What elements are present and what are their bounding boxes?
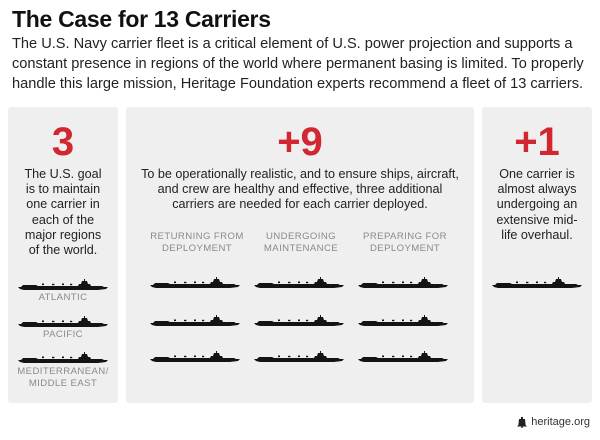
panel-description: To be operationally realistic, and to en… xyxy=(141,167,459,212)
intro-text: The U.S. Navy carrier fleet is a critica… xyxy=(12,36,584,92)
carrier-icon xyxy=(150,277,240,291)
panel-number: +1 xyxy=(514,120,560,164)
footer-source[interactable]: heritage.org xyxy=(531,416,590,428)
panel-current-carriers: 3 The U.S. goal is to maintain one carri… xyxy=(8,107,118,403)
liberty-bell-icon xyxy=(517,416,528,428)
chart-title: The Case for 13 Carriers xyxy=(12,6,271,32)
region-label-pacific: PACIFIC xyxy=(43,329,83,340)
region-label-atlantic: ATLANTIC xyxy=(38,292,88,303)
footer: heritage.org xyxy=(517,416,590,428)
carrier-icon xyxy=(492,277,582,291)
column-label-returning: RETURNING FROM DEPLOYMENT xyxy=(150,231,244,254)
panel-number: 3 xyxy=(51,120,75,164)
carrier-icon xyxy=(150,315,240,329)
carrier-icon xyxy=(358,277,448,291)
carrier-icon xyxy=(254,351,344,365)
panel-number: +9 xyxy=(277,120,323,164)
panel-description: The U.S. goal is to maintain one carrier… xyxy=(24,167,102,258)
carrier-icon xyxy=(18,352,108,366)
carrier-icon xyxy=(254,315,344,329)
panel-additional-carriers: +9 To be operationally realistic, and to… xyxy=(126,107,474,403)
column-label-preparing: PREPARING FOR DEPLOYMENT xyxy=(363,231,447,254)
carrier-icon xyxy=(150,351,240,365)
panel-overhaul-carrier: +1 One carrier is almost always undergoi… xyxy=(482,107,592,403)
carrier-icon xyxy=(18,316,108,330)
carrier-icon xyxy=(18,279,108,293)
carrier-icon xyxy=(358,315,448,329)
carrier-icon xyxy=(254,277,344,291)
column-label-maintenance: UNDERGOING MAINTENANCE xyxy=(263,231,339,254)
carrier-icon xyxy=(358,351,448,365)
region-label-mediterranean: MEDITERRANEAN/ MIDDLE EAST xyxy=(17,366,109,389)
panel-description: One carrier is almost always undergoing … xyxy=(496,167,578,242)
